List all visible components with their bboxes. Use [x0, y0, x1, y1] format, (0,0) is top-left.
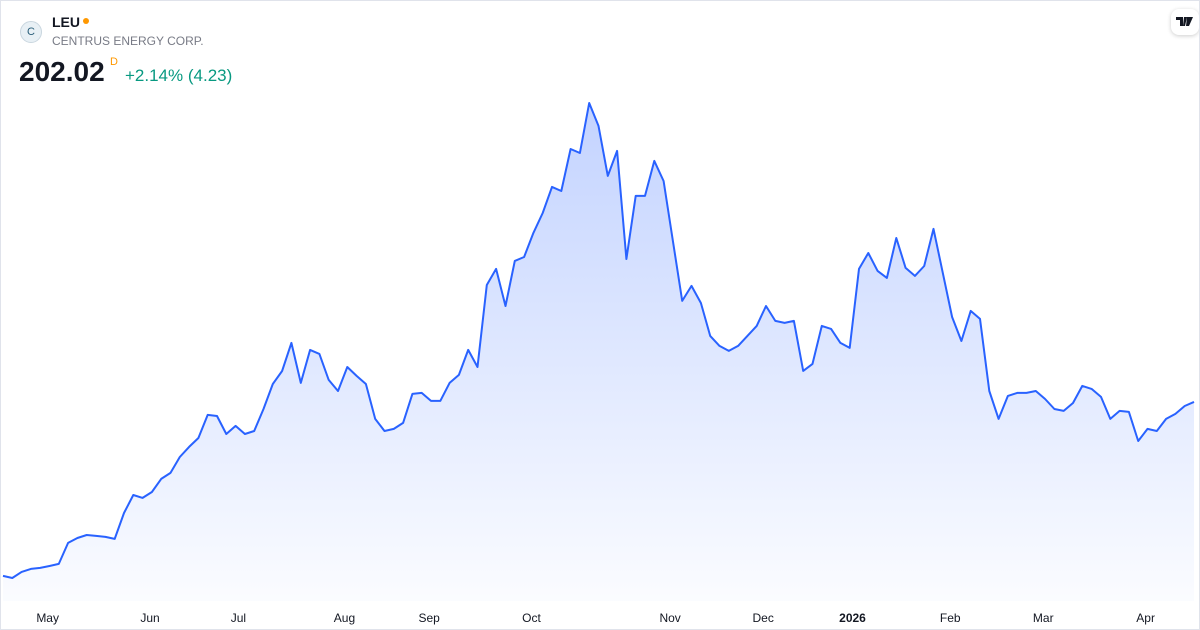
x-tick-label: Jun	[140, 611, 159, 625]
brand-logo[interactable]	[1171, 9, 1199, 35]
price-line	[2, 102, 1195, 579]
x-tick-label: Feb	[940, 611, 961, 625]
brand-mark	[1176, 17, 1193, 26]
x-tick-label: Jul	[231, 611, 246, 625]
x-tick-label: Nov	[659, 611, 680, 625]
price-change: +2.14% (4.23)	[125, 66, 233, 85]
x-tick-label: 2026	[839, 611, 866, 625]
x-tick-label: Aug	[334, 611, 355, 625]
x-tick-label: Apr	[1136, 611, 1155, 625]
x-tick-label: Oct	[522, 611, 541, 625]
status-dot	[83, 18, 89, 24]
x-tick-label: Dec	[753, 611, 774, 625]
price-flag: D	[110, 56, 118, 68]
x-tick-label: May	[36, 611, 59, 625]
x-tick-label: Mar	[1033, 611, 1054, 625]
price: 202.02	[19, 56, 105, 87]
logo-icon: C	[20, 21, 42, 43]
x-tick-label: Sep	[418, 611, 440, 625]
company-name: CENTRUS ENERGY CORP.	[52, 34, 204, 48]
area-fill	[3, 103, 1194, 601]
symbol: LEU	[52, 14, 80, 30]
